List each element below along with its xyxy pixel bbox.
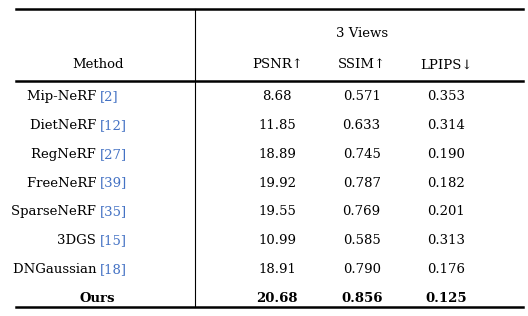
Text: 0.190: 0.190: [427, 148, 465, 161]
Text: 0.769: 0.769: [343, 205, 381, 218]
Text: 0.125: 0.125: [426, 292, 467, 305]
Text: Mip-NeRF: Mip-NeRF: [27, 90, 100, 103]
Text: 18.91: 18.91: [258, 263, 296, 276]
Text: SparseNeRF: SparseNeRF: [11, 205, 100, 218]
Text: 0.790: 0.790: [343, 263, 381, 276]
Text: Ours: Ours: [80, 292, 116, 305]
Text: [27]: [27]: [100, 148, 127, 161]
Text: 3 Views: 3 Views: [336, 27, 388, 40]
Text: 8.68: 8.68: [262, 90, 292, 103]
Text: 3DGS: 3DGS: [57, 234, 100, 247]
Text: 19.55: 19.55: [258, 205, 296, 218]
Text: 0.856: 0.856: [341, 292, 382, 305]
Text: [18]: [18]: [100, 263, 127, 276]
Text: DietNeRF: DietNeRF: [30, 119, 100, 132]
Text: 11.85: 11.85: [258, 119, 296, 132]
Text: 0.182: 0.182: [427, 177, 465, 190]
Text: 0.353: 0.353: [427, 90, 465, 103]
Text: 0.787: 0.787: [343, 177, 381, 190]
Text: 0.201: 0.201: [427, 205, 465, 218]
Text: [15]: [15]: [100, 234, 127, 247]
Text: 19.92: 19.92: [258, 177, 296, 190]
Text: [39]: [39]: [100, 177, 128, 190]
Text: SSIM↑: SSIM↑: [337, 58, 386, 71]
Text: Method: Method: [72, 58, 124, 71]
Text: 0.633: 0.633: [343, 119, 381, 132]
Text: [35]: [35]: [100, 205, 127, 218]
Text: PSNR↑: PSNR↑: [252, 58, 303, 71]
Text: 20.68: 20.68: [257, 292, 298, 305]
Text: 18.89: 18.89: [258, 148, 296, 161]
Text: RegNeRF: RegNeRF: [31, 148, 100, 161]
Text: 0.176: 0.176: [427, 263, 465, 276]
Text: 0.745: 0.745: [343, 148, 381, 161]
Text: 0.571: 0.571: [343, 90, 381, 103]
Text: DNGaussian: DNGaussian: [13, 263, 100, 276]
Text: [12]: [12]: [100, 119, 127, 132]
Text: FreeNeRF: FreeNeRF: [26, 177, 100, 190]
Text: 10.99: 10.99: [258, 234, 296, 247]
Text: LPIPS↓: LPIPS↓: [420, 58, 473, 71]
Text: 0.585: 0.585: [343, 234, 381, 247]
Text: 0.314: 0.314: [427, 119, 465, 132]
Text: [2]: [2]: [100, 90, 119, 103]
Text: 0.313: 0.313: [427, 234, 465, 247]
